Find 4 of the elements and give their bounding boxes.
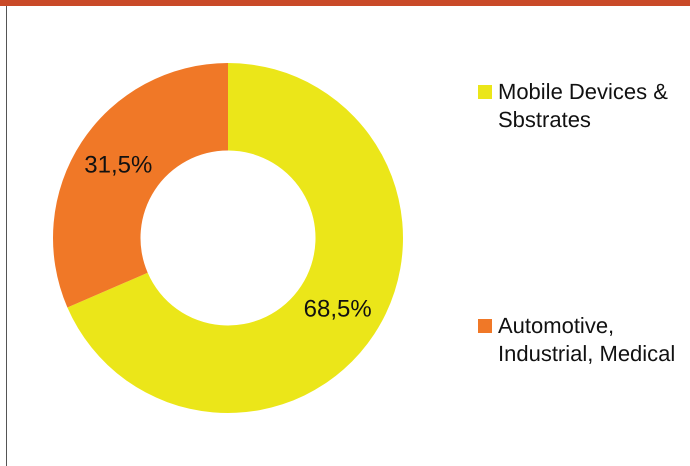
data-label: 68,5% xyxy=(304,296,372,323)
legend-label: Automotive, Industrial, Medical xyxy=(498,312,676,368)
data-label: 31,5% xyxy=(84,152,152,179)
legend-label: Mobile Devices & Sbstrates xyxy=(498,78,669,134)
